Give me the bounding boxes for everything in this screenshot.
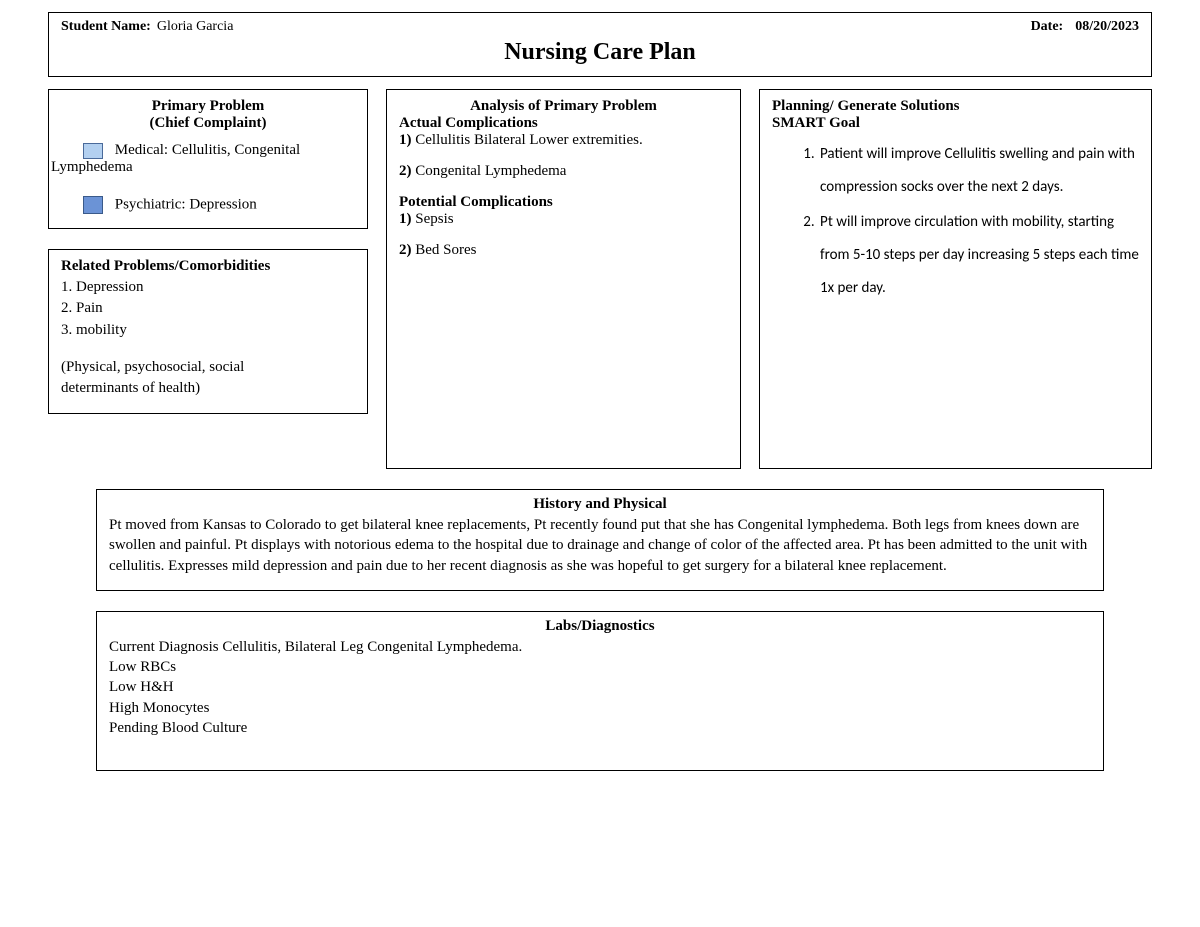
primary-psych-row: Psychiatric: Depression	[83, 196, 355, 214]
planning-title: Planning/ Generate Solutions	[772, 98, 1139, 115]
item-number: 2)	[399, 242, 412, 258]
history-text: Pt moved from Kansas to Colorado to get …	[109, 515, 1091, 576]
analysis-title: Analysis of Primary Problem	[399, 98, 728, 115]
student-name-value: Gloria Garcia	[157, 19, 234, 35]
history-title: History and Physical	[109, 496, 1091, 513]
page-title: Nursing Care Plan	[61, 39, 1139, 66]
potential-complications-title: Potential Complications	[399, 194, 728, 211]
potential-complication-item: 1) Sepsis	[399, 211, 728, 228]
date-field: Date: 08/20/2023	[1031, 19, 1139, 35]
date-label: Date:	[1031, 19, 1064, 35]
related-item: 3. mobility	[61, 320, 355, 340]
student-name-field: Student Name: Gloria Garcia	[61, 19, 233, 35]
actual-complications-title: Actual Complications	[399, 115, 728, 132]
primary-problem-box: Primary Problem (Chief Complaint) Medica…	[48, 89, 368, 229]
labs-diagnostics-box: Labs/Diagnostics Current Diagnosis Cellu…	[96, 611, 1104, 771]
header-box: Student Name: Gloria Garcia Date: 08/20/…	[48, 12, 1152, 77]
planning-goal-item: Patient will improve Cellulitis swelling…	[818, 138, 1139, 204]
related-title: Related Problems/Comorbidities	[61, 258, 355, 275]
history-physical-box: History and Physical Pt moved from Kansa…	[96, 489, 1104, 591]
primary-medical-row: Medical: Cellulitis, Congenital Lymphede…	[61, 142, 355, 176]
planning-goal-list: Patient will improve Cellulitis swelling…	[772, 138, 1139, 305]
student-name-label: Student Name:	[61, 19, 151, 35]
planning-box: Planning/ Generate Solutions SMART Goal …	[759, 89, 1152, 469]
labs-line: Current Diagnosis Cellulitis, Bilateral …	[109, 637, 1091, 657]
related-problems-box: Related Problems/Comorbidities 1. Depres…	[48, 249, 368, 414]
item-text: Cellulitis Bilateral Lower extremities.	[412, 132, 643, 148]
planning-goal-item: Pt will improve circulation with mobilit…	[818, 206, 1139, 305]
related-item: 1. Depression	[61, 277, 355, 297]
primary-subtitle: (Chief Complaint)	[61, 115, 355, 132]
labs-line: High Monocytes	[109, 698, 1091, 718]
labs-line: Low H&H	[109, 677, 1091, 697]
planning-subtitle: SMART Goal	[772, 115, 1139, 132]
related-item: 2. Pain	[61, 298, 355, 318]
related-note: determinants of health)	[61, 378, 355, 398]
three-column-layout: Primary Problem (Chief Complaint) Medica…	[48, 89, 1152, 469]
right-column: Planning/ Generate Solutions SMART Goal …	[759, 89, 1152, 469]
middle-column: Analysis of Primary Problem Actual Compl…	[386, 89, 741, 469]
checkbox-icon	[83, 143, 103, 159]
primary-title: Primary Problem	[61, 98, 355, 115]
related-note: (Physical, psychosocial, social	[61, 357, 355, 377]
item-number: 1)	[399, 132, 412, 148]
item-text: Sepsis	[412, 211, 454, 227]
checkbox-icon	[83, 196, 103, 214]
analysis-box: Analysis of Primary Problem Actual Compl…	[386, 89, 741, 469]
left-column: Primary Problem (Chief Complaint) Medica…	[48, 89, 368, 414]
primary-medical-wrap: Lymphedema	[51, 159, 355, 176]
primary-psych-text: Psychiatric: Depression	[115, 196, 257, 212]
item-number: 2)	[399, 163, 412, 179]
date-value: 08/20/2023	[1075, 19, 1139, 35]
header-row: Student Name: Gloria Garcia Date: 08/20/…	[61, 19, 1139, 35]
actual-complication-item: 2) Congenital Lymphedema	[399, 163, 728, 180]
item-text: Bed Sores	[412, 242, 477, 258]
potential-complication-item: 2) Bed Sores	[399, 242, 728, 259]
labs-line: Pending Blood Culture	[109, 718, 1091, 738]
actual-complication-item: 1) Cellulitis Bilateral Lower extremitie…	[399, 132, 728, 149]
labs-line: Low RBCs	[109, 657, 1091, 677]
primary-medical-text: Medical: Cellulitis, Congenital	[115, 142, 300, 158]
item-text: Congenital Lymphedema	[412, 163, 567, 179]
labs-title: Labs/Diagnostics	[109, 618, 1091, 635]
item-number: 1)	[399, 211, 412, 227]
